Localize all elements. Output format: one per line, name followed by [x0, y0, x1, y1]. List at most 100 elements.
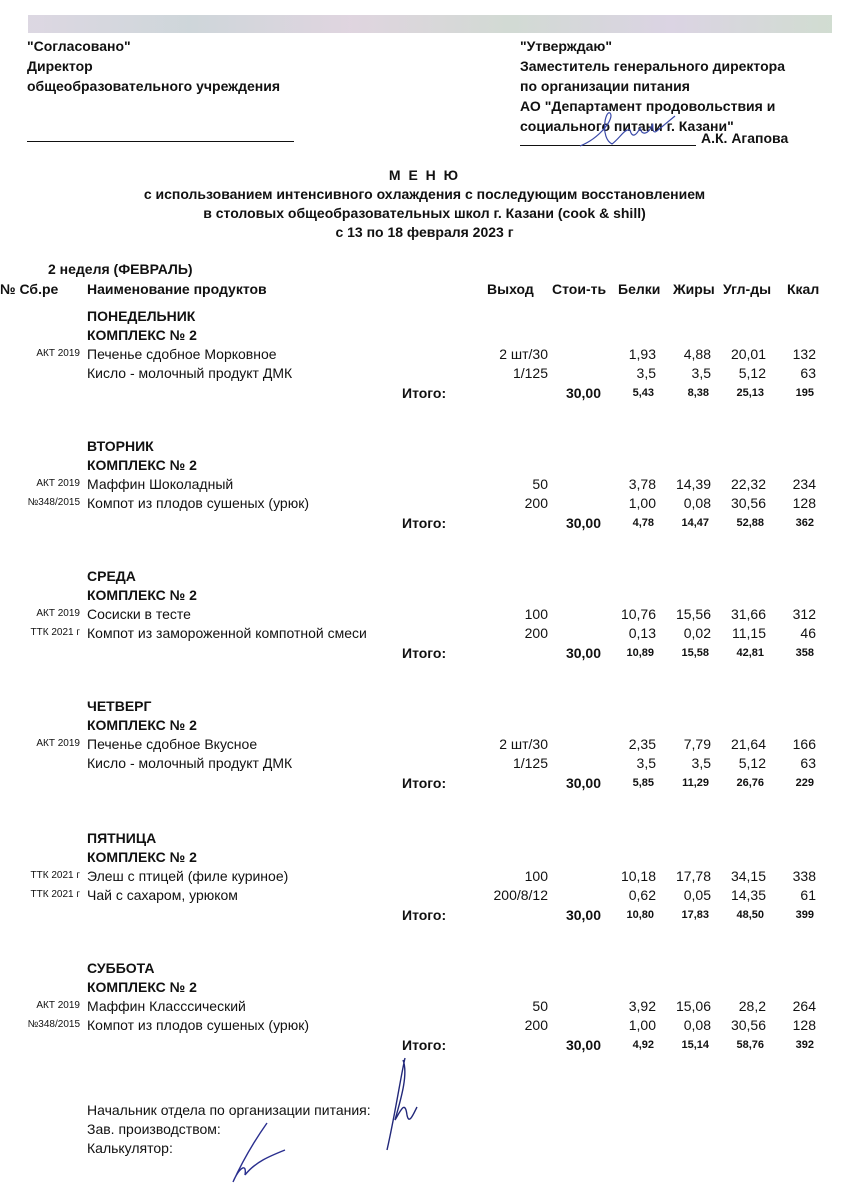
total-label: Итого: — [402, 385, 447, 401]
total-carbs: 58,76 — [736, 1039, 764, 1051]
item-protein: 0,62 — [628, 887, 656, 903]
item-fat: 0,08 — [683, 1017, 711, 1033]
item-name: Кисло - молочный продукт ДМК — [87, 755, 293, 771]
item-name: Чай с сахаром, урюком — [87, 887, 238, 903]
item-yield: 1/125 — [512, 755, 548, 771]
recipe-code: АКТ 2019 — [36, 738, 80, 749]
item-fat: 0,05 — [683, 887, 711, 903]
recipe-code: №348/2015 — [27, 497, 80, 508]
item-kcal: 312 — [792, 606, 816, 622]
total-protein: 4,78 — [632, 517, 654, 529]
total-kcal: 229 — [795, 777, 814, 789]
item-name: Компот из замороженной компотной смеси — [87, 625, 367, 641]
item-name: Сосиски в тесте — [87, 606, 191, 622]
item-fat: 7,79 — [683, 736, 711, 752]
recipe-code: АКТ 2019 — [36, 348, 80, 359]
approval-right-line3: АО "Департамент продовольствия и — [520, 98, 776, 114]
total-fat: 15,58 — [681, 647, 709, 659]
item-yield: 200 — [524, 625, 548, 641]
total-carbs: 42,81 — [736, 647, 764, 659]
recipe-code: АКТ 2019 — [36, 1000, 80, 1011]
item-carbs: 22,32 — [730, 476, 766, 492]
total-protein: 4,92 — [632, 1039, 654, 1051]
item-name: Маффин Шоколадный — [87, 476, 234, 492]
total-fat: 15,14 — [681, 1039, 709, 1051]
approval-signer: А.К. Агапова — [701, 130, 789, 146]
item-protein: 10,76 — [620, 606, 656, 622]
recipe-code: №348/2015 — [27, 1019, 80, 1030]
total-kcal: 358 — [795, 647, 814, 659]
complex-label: КОМПЛЕКС № 2 — [87, 327, 197, 343]
item-protein: 0,13 — [628, 625, 656, 641]
total-protein: 10,80 — [626, 909, 654, 921]
approval-left-line2: общеобразовательного учреждения — [27, 78, 281, 94]
total-kcal: 392 — [795, 1039, 814, 1051]
item-kcal: 128 — [792, 1017, 816, 1033]
total-label: Итого: — [402, 907, 447, 923]
total-fat: 17,83 — [681, 909, 709, 921]
item-protein: 3,92 — [628, 998, 656, 1014]
item-fat: 14,39 — [675, 476, 711, 492]
approval-right-line4: социального питани г. Казани" — [520, 118, 734, 134]
recipe-code: АКТ 2019 — [36, 478, 80, 489]
item-kcal: 234 — [792, 476, 816, 492]
item-protein: 1,93 — [628, 346, 656, 362]
item-protein: 3,78 — [628, 476, 656, 492]
complex-label: КОМПЛЕКС № 2 — [87, 849, 197, 865]
item-fat: 0,02 — [683, 625, 711, 641]
item-name: Элеш с птицей (филе куриное) — [87, 868, 289, 884]
item-name: Маффин Класссический — [87, 998, 246, 1014]
total-cost: 30,00 — [565, 645, 601, 661]
item-carbs: 34,15 — [730, 868, 766, 884]
page-title: М Е Н Ю — [388, 167, 461, 183]
item-protein: 10,18 — [620, 868, 656, 884]
item-kcal: 61 — [800, 887, 816, 903]
day-label: ВТОРНИК — [87, 438, 154, 454]
total-kcal: 362 — [795, 517, 814, 529]
complex-label: КОМПЛЕКС № 2 — [87, 587, 197, 603]
approval-right: "Утверждаю" Заместитель генерального дир… — [520, 36, 785, 136]
scan-artifact-bar — [28, 15, 832, 33]
item-kcal: 132 — [792, 346, 816, 362]
total-label: Итого: — [402, 645, 447, 661]
item-fat: 15,56 — [675, 606, 711, 622]
calculator-signature — [232, 1122, 286, 1183]
col-protein: Белки — [618, 281, 661, 297]
head-signature — [386, 1057, 418, 1151]
total-cost: 30,00 — [565, 515, 601, 531]
signature-line-left — [27, 141, 294, 142]
total-kcal: 195 — [795, 387, 814, 399]
item-carbs: 31,66 — [730, 606, 766, 622]
col-cost: Стои-ть — [552, 281, 607, 297]
col-fat: Жиры — [673, 281, 715, 297]
week-label: 2 неделя (ФЕВРАЛЬ) — [48, 261, 193, 277]
item-kcal: 338 — [792, 868, 816, 884]
col-kcal: Ккал — [787, 281, 820, 297]
day-label: ЧЕТВЕРГ — [87, 698, 152, 714]
total-fat: 8,38 — [687, 387, 709, 399]
day-label: СУББОТА — [87, 960, 155, 976]
col-code: № Сб.ре — [0, 281, 59, 297]
approval-right-line2: по организации питания — [520, 78, 690, 94]
approval-left: "Согласовано" Директор общеобразовательн… — [27, 36, 280, 96]
item-fat: 3,5 — [691, 755, 711, 771]
recipe-code: АКТ 2019 — [36, 608, 80, 619]
item-yield: 100 — [524, 868, 548, 884]
approval-signature — [579, 112, 676, 147]
subtitle-2: в столовых общеобразовательных школ г. К… — [203, 205, 646, 221]
item-yield: 2 шт/30 — [499, 346, 548, 362]
total-carbs: 52,88 — [736, 517, 764, 529]
item-yield: 50 — [532, 998, 548, 1014]
approval-left-heading: "Согласовано" — [27, 38, 131, 54]
total-label: Итого: — [402, 515, 447, 531]
item-yield: 1/125 — [512, 365, 548, 381]
total-cost: 30,00 — [565, 907, 601, 923]
item-kcal: 166 — [792, 736, 816, 752]
item-fat: 17,78 — [675, 868, 711, 884]
item-name: Компот из плодов сушеных (урюк) — [87, 495, 310, 511]
total-protein: 10,89 — [626, 647, 654, 659]
item-carbs: 30,56 — [730, 1017, 766, 1033]
item-kcal: 63 — [800, 365, 816, 381]
subtitle-1: с использованием интенсивного охлаждения… — [143, 186, 706, 202]
item-carbs: 11,15 — [732, 625, 766, 641]
